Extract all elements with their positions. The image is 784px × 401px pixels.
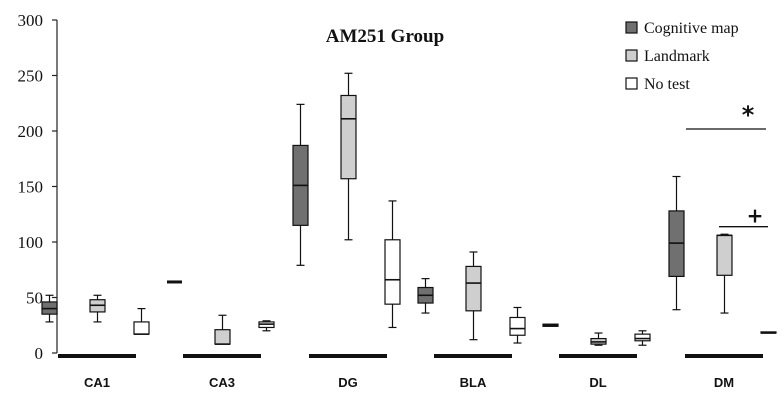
category-label: CA1 (84, 375, 110, 390)
box-no-test-dm (760, 331, 777, 334)
box-landmark-ca3 (214, 314, 231, 345)
category-baseline (183, 354, 261, 358)
box-body (509, 316, 526, 336)
box-body (340, 94, 357, 180)
significance-star: * (742, 101, 755, 129)
box-landmark-bla (465, 251, 482, 341)
significance-plus: + (747, 204, 764, 228)
category-label: DG (338, 375, 358, 390)
category-label: BLA (460, 375, 487, 390)
category-baseline (685, 354, 763, 358)
legend-label: Landmark (644, 48, 710, 65)
box-landmark-dl (590, 332, 607, 346)
box-series (41, 72, 777, 346)
box-body (133, 321, 150, 335)
box-cognitive-map-ca1 (41, 294, 58, 323)
category-baseline (58, 354, 136, 358)
box-no-test-ca3 (258, 320, 275, 332)
x-category-labels: CA1 CA3 DG BLA DL DM (58, 354, 763, 390)
legend-label: Cognitive map (644, 20, 739, 37)
y-axis (52, 19, 58, 354)
y-tick-label: 250 (18, 67, 44, 86)
category-label: CA3 (209, 375, 235, 390)
box-body (167, 280, 182, 284)
box-body (214, 329, 231, 345)
y-tick-label: 50 (26, 289, 43, 308)
chart-title: AM251 Group (326, 26, 444, 47)
box-landmark-ca1 (89, 294, 106, 323)
legend: Cognitive map Landmark No test (625, 20, 739, 93)
y-tick-labels: 0 50 100 150 200 250 300 (18, 11, 44, 363)
legend-swatch (625, 77, 638, 90)
y-tick-label: 300 (18, 11, 44, 30)
box-body (716, 234, 733, 276)
box-body (465, 265, 482, 312)
legend-label: No test (644, 76, 690, 93)
legend-swatch (625, 49, 638, 62)
category-label: DL (589, 375, 606, 390)
box-no-test-dg (384, 200, 401, 329)
box-body (384, 239, 401, 305)
box-no-test-dl (634, 330, 651, 346)
box-body (634, 333, 651, 342)
box-no-test-bla (509, 306, 526, 344)
category-baseline (309, 354, 387, 358)
box-cognitive-map-dm (668, 175, 685, 311)
box-no-test-ca1 (133, 308, 150, 335)
significance-annotations: *+ (686, 101, 768, 228)
box-cognitive-map-bla (417, 278, 434, 314)
y-tick-label: 0 (35, 344, 44, 363)
box-cognitive-map-dl (542, 323, 559, 327)
y-tick-label: 100 (18, 233, 44, 252)
box-landmark-dg (340, 72, 357, 241)
category-baseline (559, 354, 637, 358)
legend-swatch (625, 21, 638, 34)
box-landmark-dm (716, 233, 733, 314)
category-baseline (434, 354, 512, 358)
box-cognitive-map-ca3 (167, 280, 182, 284)
box-cognitive-map-dg (292, 103, 309, 266)
category-label: DM (714, 375, 734, 390)
y-tick-label: 200 (18, 122, 44, 141)
y-tick-label: 150 (18, 178, 44, 197)
